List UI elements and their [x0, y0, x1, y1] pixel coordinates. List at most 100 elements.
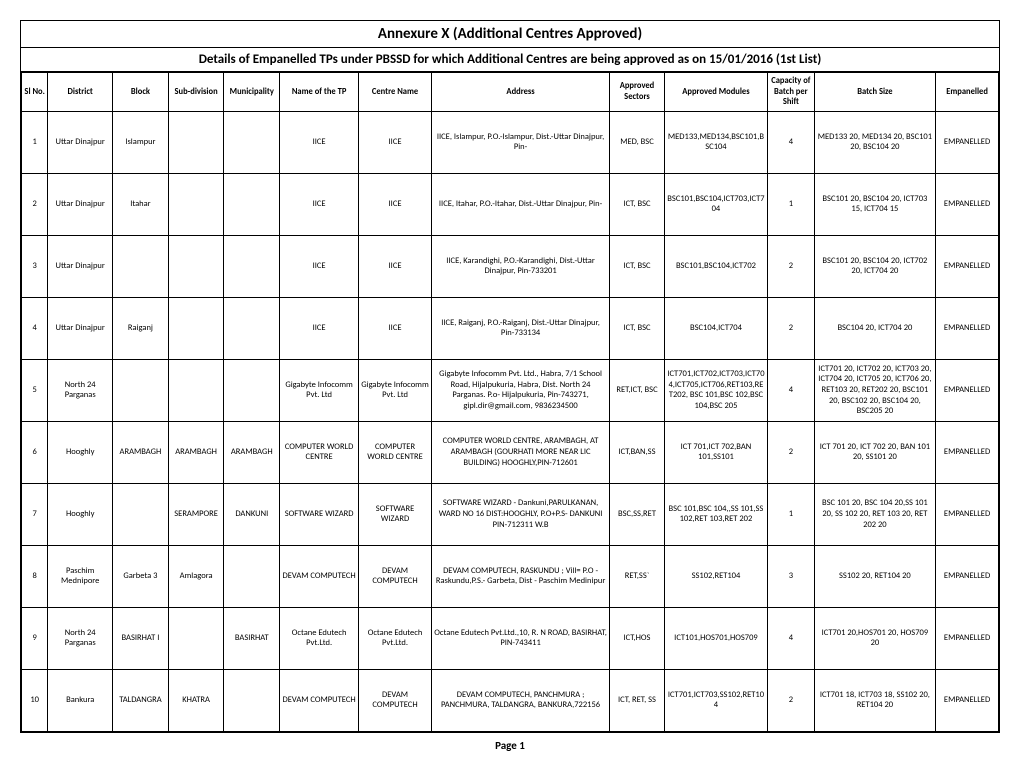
col-header: Approved Modules [664, 73, 767, 112]
table-cell: 4 [768, 607, 815, 669]
table-row: 8Paschim MedniporeGarbeta 3Amlagora DEVAM… [22, 545, 999, 607]
table-row: 5North 24 Parganas Gigabyte Infocomm Pvt.… [22, 359, 999, 421]
table-cell: DANKUNI [224, 483, 280, 545]
table-cell: ARAMBAGH [224, 421, 280, 483]
col-header: Empanelled [936, 73, 999, 112]
table-cell: Amlagora [168, 545, 224, 607]
table-cell [168, 235, 224, 297]
table-cell: SOFTWARE WIZARD [280, 483, 359, 545]
table-cell: ICT701 18, ICT703 18, SS102 20, RET104 2… [814, 669, 935, 731]
table-cell: SS102 20, RET104 20 [814, 545, 935, 607]
table-cell: 9 [22, 607, 48, 669]
table-cell: IICE, Karandighi, P.O.-Karandighi, Dist.… [431, 235, 609, 297]
table-row: 4Uttar DinajpurRaiganjIICEIICEIICE, Raig… [22, 297, 999, 359]
table-cell: IICE, Raiganj, P.O.-Raiganj, Dist.-Uttar… [431, 297, 609, 359]
table-cell: BSC104,ICT704 [664, 297, 767, 359]
table-cell: Raiganj [113, 297, 169, 359]
table-cell: 8 [22, 545, 48, 607]
table-row: 9North 24 ParganasBASIRHAT IBASIRHATOcta… [22, 607, 999, 669]
table-cell: IICE, Islampur, P.O.-Islampur, Dist.-Utt… [431, 111, 609, 173]
table-cell: Octane Edutech Pvt.Ltd.,10, R. N ROAD, B… [431, 607, 609, 669]
table-cell: 4 [22, 297, 48, 359]
table-cell: Gigabyte Infocomm Pvt. Ltd., Habra, 7/1 … [431, 359, 609, 421]
table-cell: EMPANELLED [936, 111, 999, 173]
table-cell: IICE [359, 297, 432, 359]
table-cell: BSC101,BSC104,ICT702 [664, 235, 767, 297]
table-cell: 3 [768, 545, 815, 607]
table-cell: DEVAM COMPUTECH, RASKUNDU ; Vill= P.O - … [431, 545, 609, 607]
table-cell: 6 [22, 421, 48, 483]
table-cell: 4 [768, 111, 815, 173]
table-cell: BSC 101,BSC 104,,SS 101,SS 102,RET 103,R… [664, 483, 767, 545]
table-cell [113, 359, 169, 421]
table-cell: COMPUTER WORLD CENTRE [359, 421, 432, 483]
col-header: Address [431, 73, 609, 112]
table-cell [224, 235, 280, 297]
table-cell: EMPANELLED [936, 173, 999, 235]
table-cell: EMPANELLED [936, 545, 999, 607]
table-cell: EMPANELLED [936, 483, 999, 545]
table-cell: DEVAM COMPUTECH [280, 669, 359, 731]
table-cell: ICT, BSC [610, 297, 665, 359]
table-cell: EMPANELLED [936, 421, 999, 483]
table-cell: 2 [768, 297, 815, 359]
table-cell [168, 111, 224, 173]
table-cell: IICE [280, 297, 359, 359]
col-header: Name of the TP [280, 73, 359, 112]
col-header: Batch Size [814, 73, 935, 112]
table-row: 6HooghlyARAMBAGHARAMBAGHARAMBAGHCOMPUTER… [22, 421, 999, 483]
col-header: Capacity of Batch per Shift [768, 73, 815, 112]
table-cell: RET,SS` [610, 545, 665, 607]
page-subtitle: Details of Empanelled TPs under PBSSD fo… [21, 48, 999, 72]
table-cell: Uttar Dinajpur [48, 173, 113, 235]
table-cell [168, 297, 224, 359]
table-cell: BSC 101 20, BSC 104 20,SS 101 20, SS 102… [814, 483, 935, 545]
table-cell: IICE [359, 235, 432, 297]
table-cell: ICT701,ICT703,SS102,RET104 [664, 669, 767, 731]
table-cell: Uttar Dinajpur [48, 235, 113, 297]
table-cell: SERAMPORE [168, 483, 224, 545]
table-cell: SOFTWARE WIZARD - Dankuni,PARULKANAN, WA… [431, 483, 609, 545]
table-row: 3Uttar DinajpurIICEIICEIICE, Karandighi,… [22, 235, 999, 297]
table-cell: ICT101,HOS701,HOS709 [664, 607, 767, 669]
table-cell: EMPANELLED [936, 607, 999, 669]
table-cell [168, 607, 224, 669]
table-cell: SOFTWARE WIZARD [359, 483, 432, 545]
table-cell [224, 359, 280, 421]
table-cell: 5 [22, 359, 48, 421]
document-table-wrapper: Annexure X (Additional Centres Approved)… [20, 20, 1000, 733]
table-cell: North 24 Parganas [48, 607, 113, 669]
table-cell: MED, BSC [610, 111, 665, 173]
table-cell: COMPUTER WORLD CENTRE [280, 421, 359, 483]
page-title: Annexure X (Additional Centres Approved) [21, 21, 999, 48]
table-cell: ICT701 20,HOS701 20, HOS709 20 [814, 607, 935, 669]
table-cell [224, 173, 280, 235]
table-cell: IICE [359, 173, 432, 235]
table-cell: ICT 701 20, ICT 702 20, BAN 101 20, SS10… [814, 421, 935, 483]
table-cell [224, 545, 280, 607]
table-cell: ICT, BSC [610, 173, 665, 235]
table-cell: Islampur [113, 111, 169, 173]
table-cell: Paschim Mednipore [48, 545, 113, 607]
table-cell: North 24 Parganas [48, 359, 113, 421]
table-cell: BSC101 20, BSC104 20, ICT703 15, ICT704 … [814, 173, 935, 235]
table-cell [168, 359, 224, 421]
table-cell: ICT701,ICT702,ICT703,ICT704,ICT705,ICT70… [664, 359, 767, 421]
table-cell: KHATRA [168, 669, 224, 731]
table-cell: 7 [22, 483, 48, 545]
table-cell: 1 [768, 483, 815, 545]
table-cell: Octane Edutech Pvt.Ltd. [359, 607, 432, 669]
col-header: Block [113, 73, 169, 112]
col-header: Centre Name [359, 73, 432, 112]
table-cell [113, 483, 169, 545]
table-cell: ICT,HOS [610, 607, 665, 669]
table-cell: 10 [22, 669, 48, 731]
table-cell: Gigabyte Infocomm Pvt. Ltd [280, 359, 359, 421]
table-cell: EMPANELLED [936, 235, 999, 297]
col-header: District [48, 73, 113, 112]
table-row: 10BankuraTALDANGRAKHATRADEVAM COMPUTECHD… [22, 669, 999, 731]
table-cell: ARAMBAGH [168, 421, 224, 483]
table-cell: 2 [768, 235, 815, 297]
table-cell: 3 [22, 235, 48, 297]
table-cell: Garbeta 3 [113, 545, 169, 607]
